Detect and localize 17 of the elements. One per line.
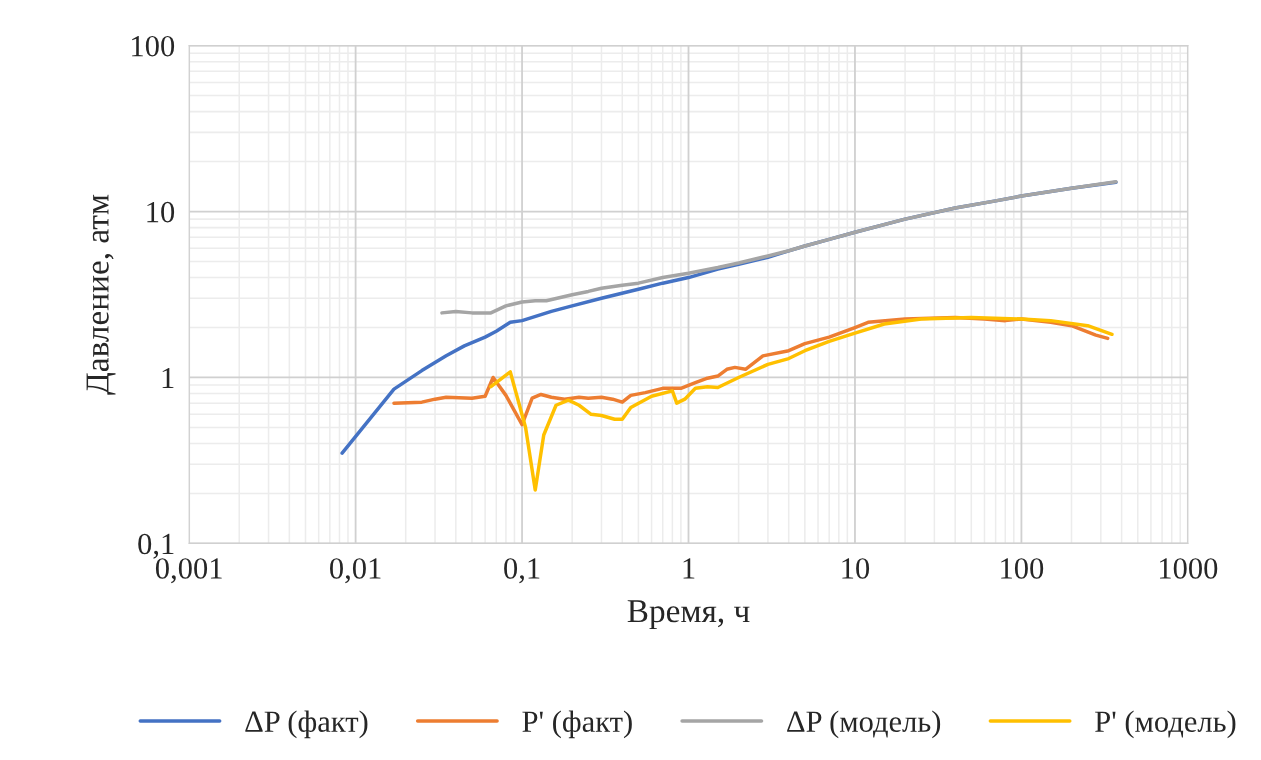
y-tick-label: 0,1 [138,533,174,559]
x-axis-title: Время, ч [627,600,750,630]
legend-label: P' (факт) [522,710,632,739]
y-axis-title: Давление, атм [86,194,116,395]
x-tick-label: 10 [842,558,870,579]
y-tick-label: 10 [147,201,175,223]
x-tick-label: 0,01 [330,558,381,584]
legend-label: ΔP (факт) [245,710,368,739]
x-tick-label: 100 [1001,558,1044,579]
x-tick-label: 1 [683,558,695,579]
legend-label: P' (модель) [1095,710,1236,739]
y-tick-label: 1 [162,367,174,389]
x-tick-label: 0,001 [155,558,222,584]
legend-label: ΔP (модель) [787,710,941,739]
x-tick-label: 1000 [1159,558,1218,579]
x-tick-label: 0,1 [504,558,540,584]
y-tick-label: 100 [132,35,175,57]
